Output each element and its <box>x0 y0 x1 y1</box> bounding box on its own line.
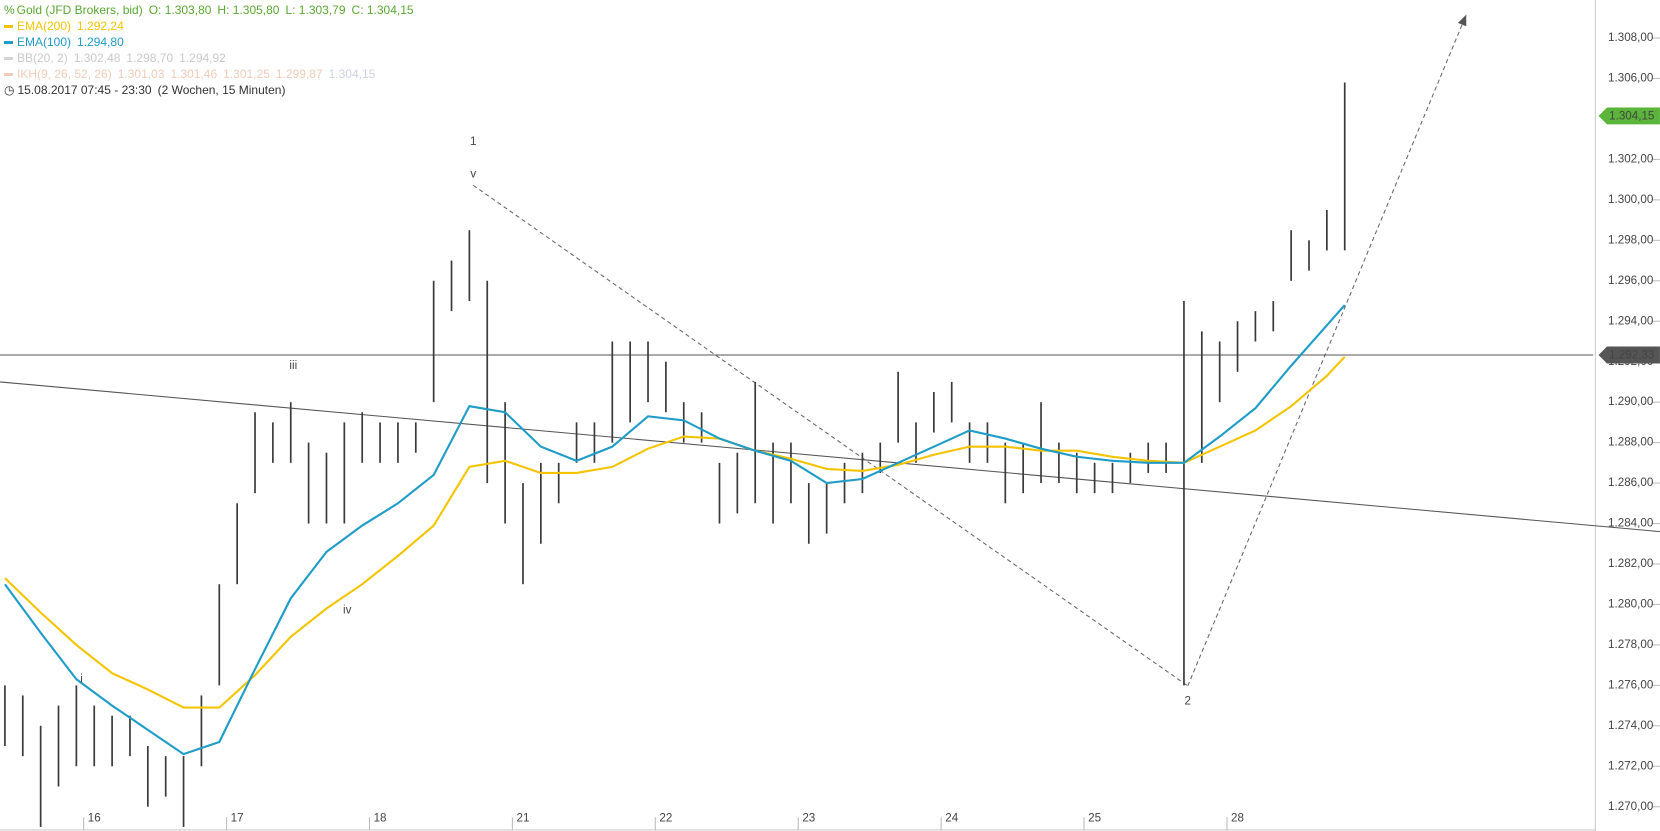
legend-value: 1.304,15 <box>328 67 376 81</box>
y-tick-label: 1.298,00 <box>1608 233 1654 246</box>
legend-swatch <box>4 41 13 45</box>
y-tick-label: 1.274,00 <box>1608 719 1654 732</box>
y-tick-label: 1.276,00 <box>1608 678 1654 691</box>
wave-label: iii <box>289 359 297 372</box>
legend-value: 1.294,80 <box>77 35 124 49</box>
legend-value: 1.294,92 <box>179 51 226 65</box>
y-tick-label: 1.270,00 <box>1608 800 1654 813</box>
y-tick-label: 1.280,00 <box>1608 598 1654 611</box>
wave-label: iv <box>343 604 352 617</box>
x-tick-label: 24 <box>945 811 958 824</box>
wave-label: v <box>470 168 476 181</box>
icon: % <box>4 3 15 17</box>
x-tick-label: 16 <box>88 811 101 824</box>
y-tick-label: 1.308,00 <box>1608 31 1654 44</box>
legend-name: IKH(9, 26, 52, 26) <box>17 67 112 81</box>
legend-value: 1.301,46 <box>170 67 218 81</box>
x-tick-label: 28 <box>1231 811 1244 824</box>
header-row: % Gold (JFD Brokers, bid) O: 1.303,80 H: 1.… <box>4 2 420 18</box>
y-tick-label: 1.272,00 <box>1608 759 1654 772</box>
x-tick-label: 22 <box>659 811 672 824</box>
legend-swatch <box>4 57 13 61</box>
level-tag-label: 1.292,33 <box>1609 349 1654 362</box>
level-tag <box>1598 346 1660 364</box>
wave-label: 1 <box>470 135 476 148</box>
legend-name: EMA(100) <box>17 35 72 49</box>
legend-value: 1.301,25 <box>223 67 270 81</box>
trendline <box>472 184 1189 687</box>
legend-name: EMA(200) <box>17 19 72 33</box>
x-tick-label: 18 <box>374 811 387 824</box>
y-tick-label: 1.290,00 <box>1608 395 1654 408</box>
y-tick-label: 1.296,00 <box>1608 274 1654 287</box>
y-tick-label: 1.284,00 <box>1608 517 1654 530</box>
y-tick-label: 1.282,00 <box>1608 557 1654 570</box>
legend-value: 1.302,48 <box>73 51 121 65</box>
legend-entry: EMA(100) 1.294,80 <box>4 34 420 50</box>
trendline <box>1187 14 1467 687</box>
ohlc: L: 1.303,79 <box>285 3 346 17</box>
y-tick-label: 1.294,00 <box>1608 314 1654 327</box>
legend-entry: BB(20, 2) 1.302,48 1.298,70 1.294,92 <box>4 50 420 66</box>
y-tick-label: 1.306,00 <box>1608 72 1654 85</box>
wave-label: 2 <box>1185 695 1191 708</box>
ema-line <box>4 304 1346 756</box>
price-tag <box>1598 107 1660 125</box>
ohlc: O: 1.303,80 <box>148 3 212 17</box>
period: ◷ 15.08.2017 07:45 - 23:30 (2 Wochen, 15 M… <box>4 82 420 98</box>
ohlc: C: 1.304,15 <box>351 3 414 17</box>
ohlc: H: 1.305,80 <box>217 3 280 17</box>
x-tick-label: 23 <box>802 811 815 824</box>
legend-swatch <box>4 25 13 29</box>
y-tick-label: 1.278,00 <box>1608 638 1654 651</box>
period-note: (2 Wochen, 15 Minuten) <box>157 83 286 97</box>
period-range: 15.08.2017 07:45 - 23:30 <box>17 83 152 97</box>
legend-value: 1.298,70 <box>126 51 174 65</box>
legend-swatch <box>4 73 13 77</box>
legend-entry: EMA(200) 1.292,24 <box>4 18 420 34</box>
trendline <box>0 381 1660 533</box>
instrument: Gold (JFD Brokers, bid) <box>16 3 143 17</box>
legend-entry: IKH(9, 26, 52, 26) 1.301,03 1.301,46 1.301,… <box>4 66 420 82</box>
wave-label: i <box>80 672 83 685</box>
legend-value: 1.301,03 <box>117 67 165 81</box>
y-tick-label: 1.286,00 <box>1608 476 1654 489</box>
x-tick-label: 17 <box>231 811 244 824</box>
clock-icon: ◷ <box>4 83 15 97</box>
header: % Gold (JFD Brokers, bid) O: 1.303,80 H: 1.… <box>4 2 420 98</box>
y-tick-label: 1.300,00 <box>1608 193 1654 206</box>
legend-value: 1.292,24 <box>77 19 124 33</box>
x-tick-label: 21 <box>517 811 530 824</box>
price-tag-label: 1.304,15 <box>1609 110 1654 123</box>
arrow-head <box>1457 14 1467 27</box>
x-tick-label: 25 <box>1088 811 1101 824</box>
ema-line <box>4 356 1346 709</box>
y-tick-label: 1.288,00 <box>1608 436 1654 449</box>
y-tick-label: 1.302,00 <box>1608 152 1654 165</box>
legend-value: 1.299,87 <box>275 67 323 81</box>
legend-name: BB(20, 2) <box>17 51 68 65</box>
